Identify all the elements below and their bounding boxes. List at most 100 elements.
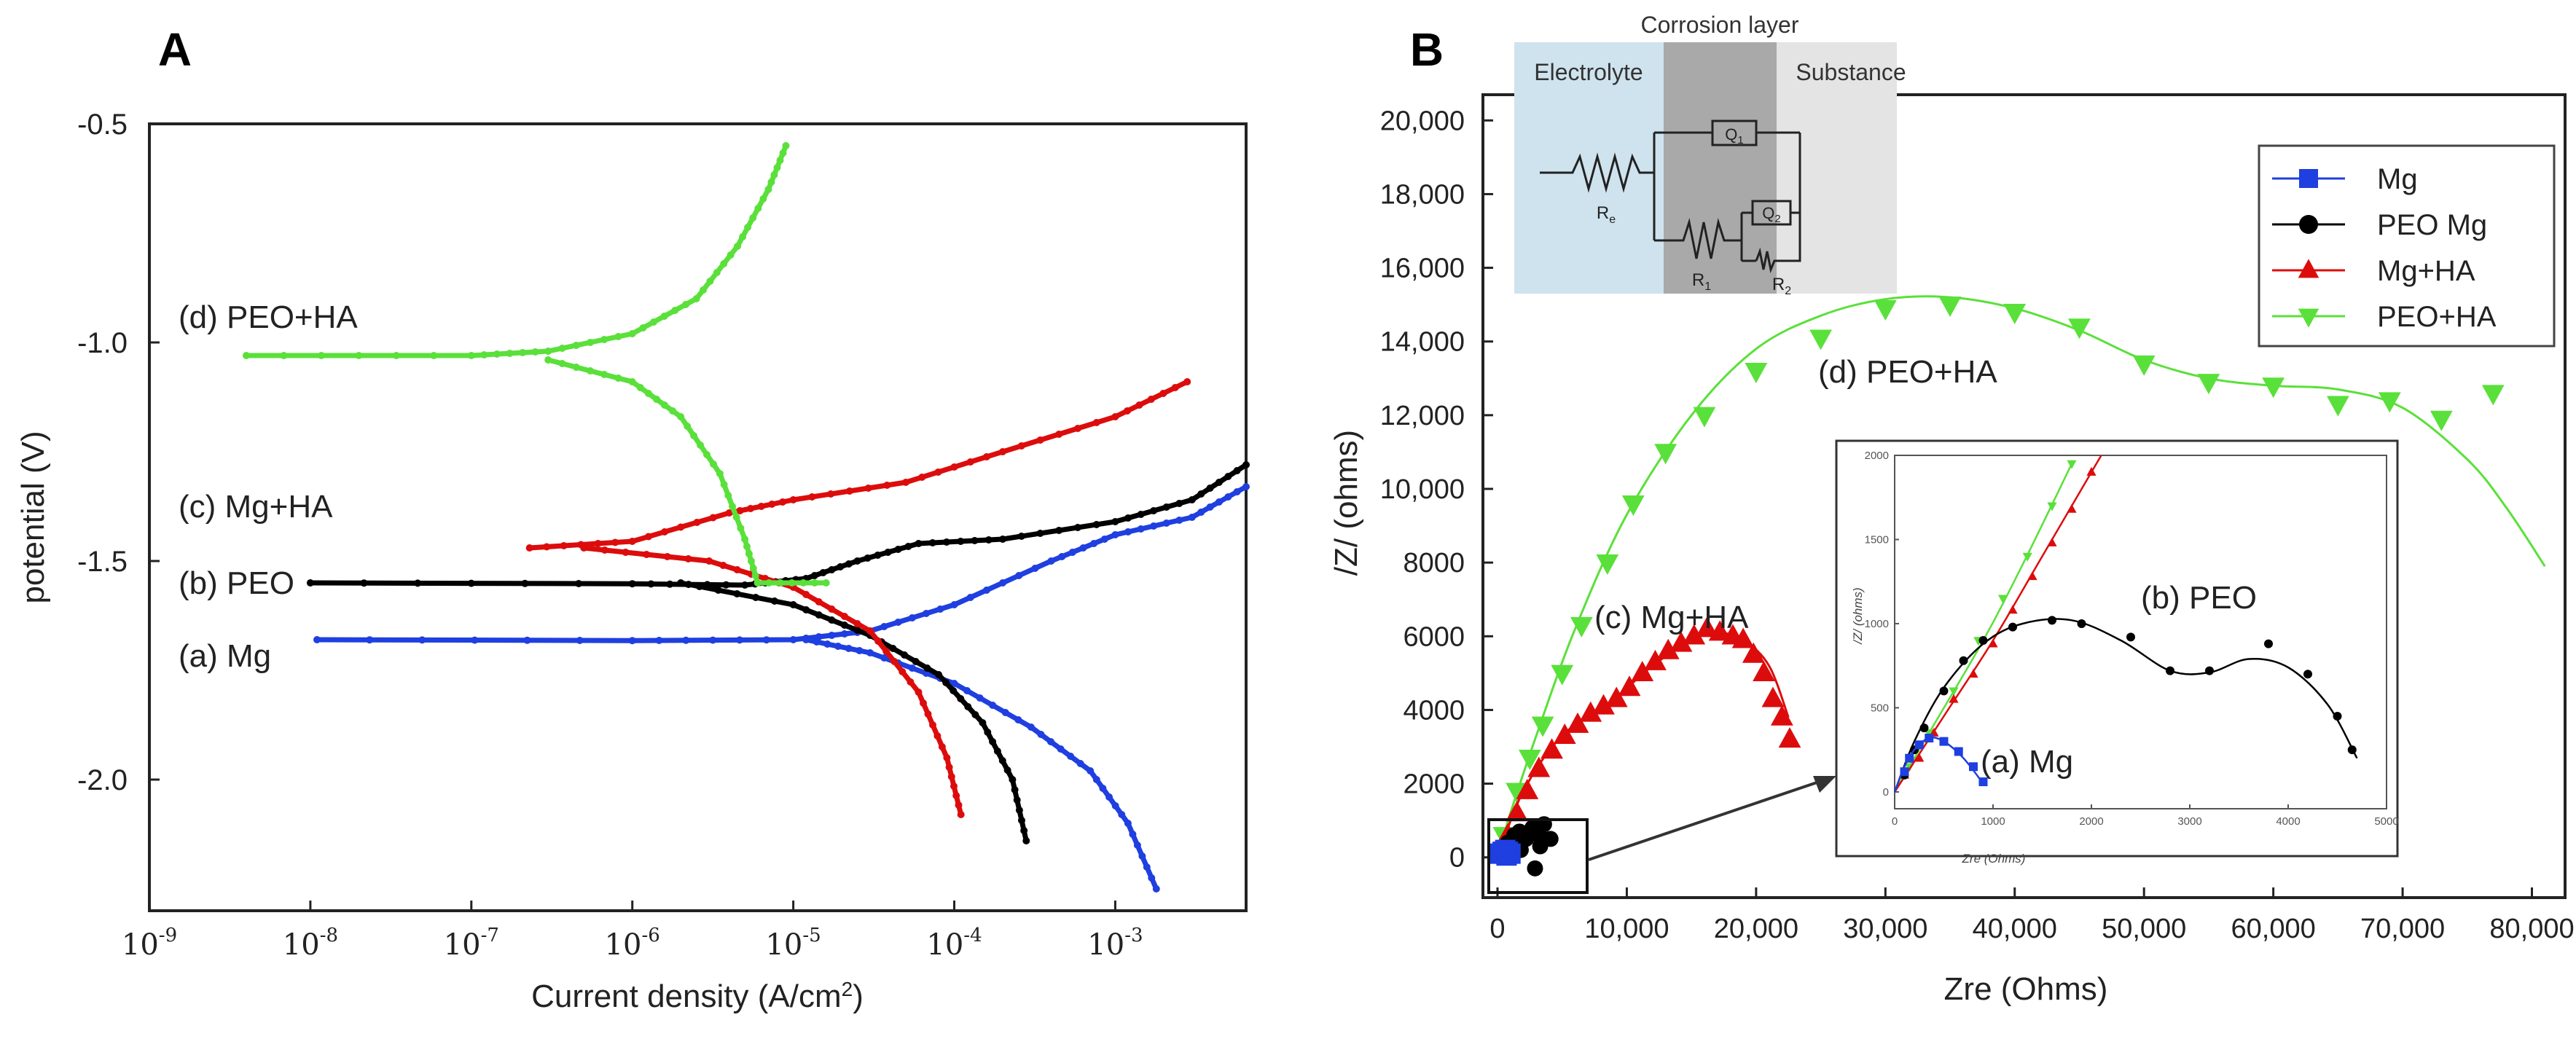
a-data-point	[725, 509, 733, 517]
a-data-point	[883, 482, 891, 489]
a-data-point	[938, 743, 946, 750]
a-data-point	[1092, 776, 1100, 783]
inset-y-tick-label: 0	[1883, 786, 1889, 799]
b-x-tick-label: 30,000	[1843, 914, 1927, 944]
a-data-point	[777, 579, 784, 587]
a-data-point	[759, 195, 767, 203]
a-data-point	[1100, 536, 1108, 543]
a-data-point	[1036, 530, 1044, 537]
a-data-point	[544, 348, 552, 355]
a-data-point	[918, 474, 926, 481]
a-data-point	[544, 356, 552, 364]
b-y-tick-label: 4000	[1403, 695, 1465, 726]
a-x-tick-label: 10-6	[605, 925, 660, 962]
inset-data-point	[2027, 571, 2037, 581]
a-data-point	[1197, 509, 1205, 516]
a-data-point	[770, 597, 778, 605]
b-y-tick-label: 16,000	[1380, 254, 1465, 284]
a-data-point	[727, 251, 735, 259]
a-data-point	[943, 754, 951, 761]
legend-label: Mg+HA	[2377, 255, 2475, 287]
b-data-point	[1496, 845, 1517, 866]
b-series-mg-ha	[1496, 616, 1801, 858]
a-data-point	[834, 643, 842, 650]
b-data-point	[1753, 661, 1775, 682]
inset-x-tick-label: 1000	[1981, 815, 2005, 828]
inset-y-tick-label: 500	[1871, 702, 1889, 714]
a-data-point	[822, 579, 830, 587]
b-data-point	[1731, 627, 1755, 648]
a-data-point	[677, 523, 685, 531]
a-data-point	[1152, 885, 1160, 893]
a-data-point	[782, 142, 790, 149]
a-data-point	[853, 620, 861, 627]
b-data-point	[1551, 664, 1574, 686]
circuit-electrolyte-label: Electrolyte	[1534, 59, 1643, 85]
a-x-tick-base: 10	[122, 928, 159, 962]
a-data-point	[647, 580, 655, 588]
panel-b-plot-frame	[1481, 93, 2567, 899]
inset-data-point	[1925, 734, 1934, 742]
a-data-point	[837, 563, 845, 570]
a-data-point	[923, 664, 931, 672]
a-data-point	[924, 710, 932, 718]
a-y-tick-label: -0.5	[77, 109, 128, 141]
a-data-point	[392, 352, 400, 359]
a-data-point	[788, 579, 796, 587]
a-data-point	[1076, 760, 1084, 767]
a-data-point	[789, 636, 797, 643]
a-data-point	[660, 313, 668, 320]
inset-data-point	[2077, 619, 2086, 628]
a-data-point	[1003, 766, 1011, 774]
a-data-point	[802, 606, 810, 613]
a-data-point	[355, 352, 363, 359]
a-data-point	[828, 632, 836, 639]
inset-data-point	[1949, 687, 1959, 697]
a-data-point	[915, 540, 923, 547]
a-data-point	[770, 171, 778, 179]
a-data-point	[845, 487, 853, 495]
a-data-point	[768, 501, 776, 508]
a-data-point	[622, 549, 630, 556]
a-x-tick-base: 10	[444, 928, 481, 962]
a-data-point	[1148, 874, 1156, 882]
inset-data-point	[1905, 753, 1914, 763]
a-data-point	[764, 186, 772, 193]
a-data-point	[713, 269, 721, 276]
a-data-point	[1014, 716, 1022, 723]
a-data-point	[525, 544, 533, 552]
a-data-point	[414, 579, 422, 587]
a-data-point	[572, 364, 580, 371]
a-data-point	[828, 605, 836, 613]
a-data-point	[1137, 511, 1145, 518]
a-data-point	[767, 179, 775, 186]
a-data-point	[1233, 488, 1241, 495]
a-data-point	[693, 519, 701, 526]
a-data-point	[1129, 831, 1137, 838]
inset-x-tick-label: 4000	[2276, 815, 2300, 828]
legend-marker	[2299, 215, 2318, 234]
a-data-point	[1092, 419, 1100, 426]
a-data-point	[920, 699, 927, 707]
a-data-point	[682, 636, 690, 644]
a-x-tick-base: 10	[283, 928, 320, 962]
a-data-point	[1111, 802, 1119, 809]
a-data-point	[950, 783, 958, 790]
panel-a-series-labels: (d) PEO+HA (c) Mg+HA (b) PEO (a) Mg	[179, 299, 358, 674]
a-data-point	[934, 468, 942, 476]
b-data-point	[1693, 407, 1716, 428]
a-data-point	[789, 601, 797, 608]
inset-data-point	[1988, 638, 1998, 648]
inset-data-point	[1954, 747, 1963, 756]
a-data-point	[471, 636, 479, 644]
inset-y-ticks: 0 500 1000 1500 2000	[1865, 450, 1899, 799]
inset-y-tick-label: 1500	[1865, 533, 1889, 546]
a-x-tick-exp: -3	[1124, 925, 1143, 946]
circuit-r1-sub: 1	[1704, 281, 1711, 293]
a-data-point	[480, 351, 488, 358]
a-data-point	[636, 384, 644, 391]
a-data-point	[840, 621, 848, 629]
inset-data-point	[1949, 694, 1959, 703]
a-data-point	[1087, 767, 1095, 774]
a-data-point	[899, 668, 907, 675]
